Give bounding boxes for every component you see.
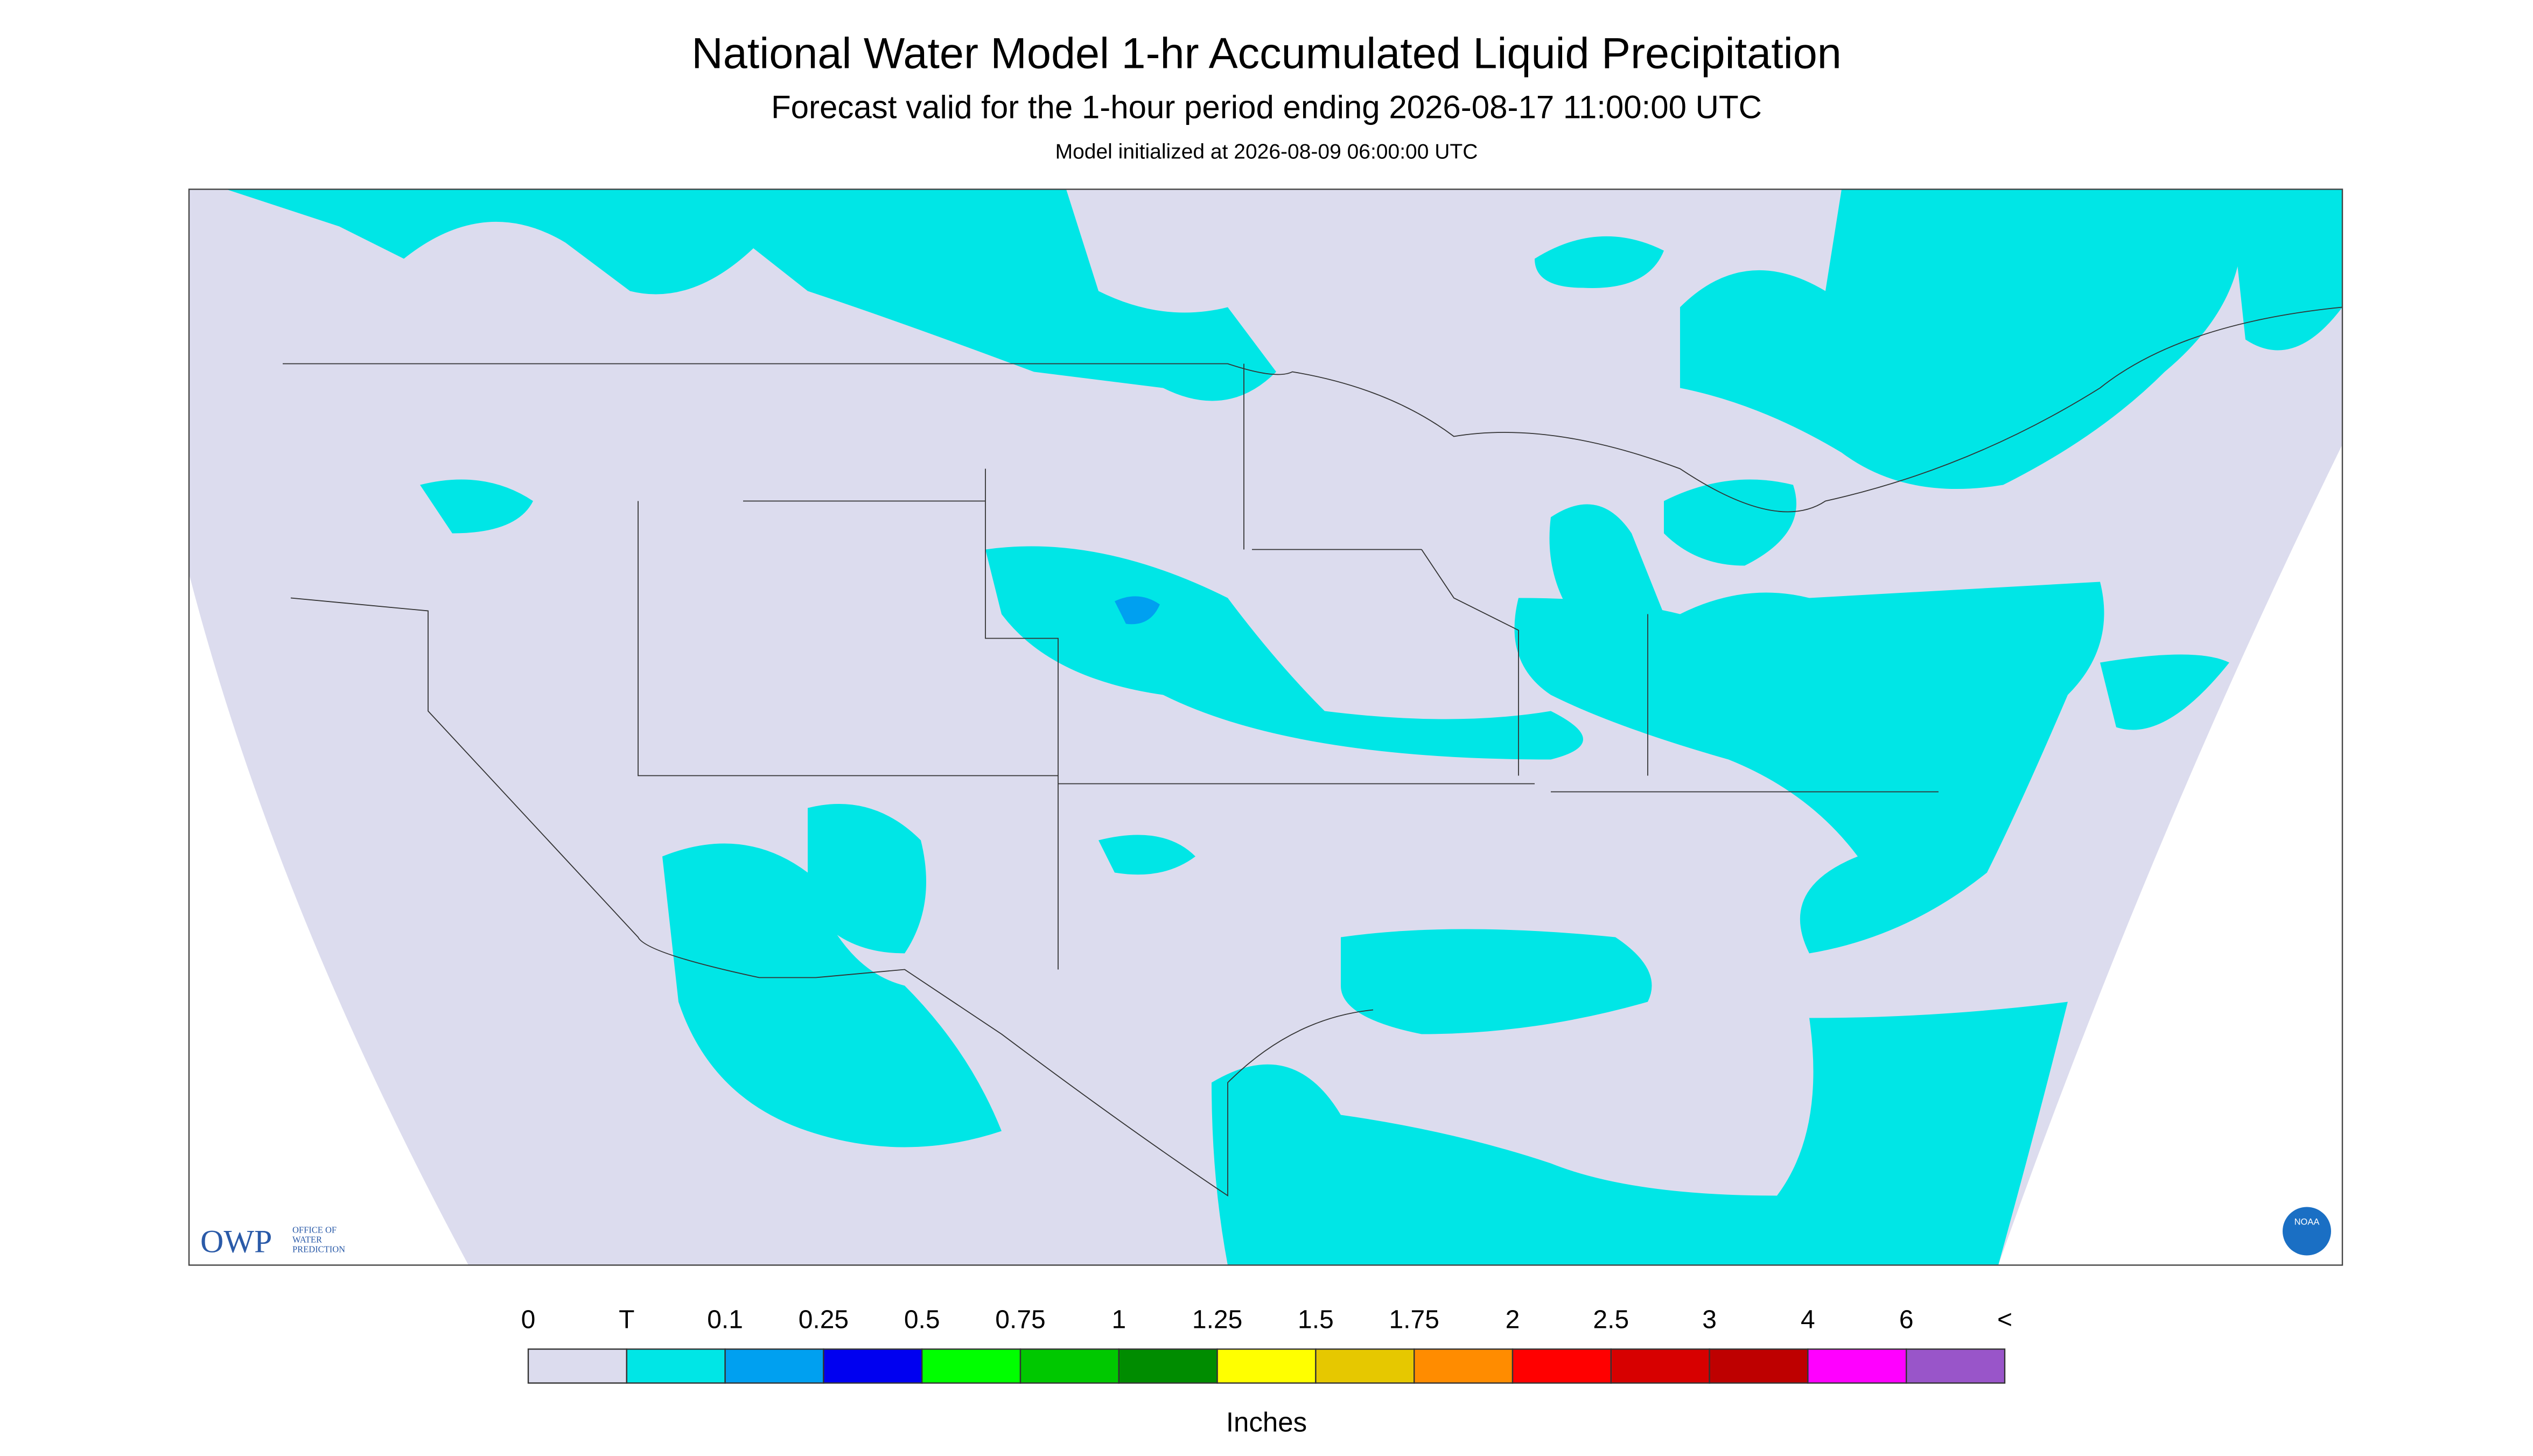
colorbar-swatch xyxy=(1216,1348,1317,1384)
colorbar-label: 0.1 xyxy=(707,1306,743,1334)
precip-area xyxy=(1098,835,1195,875)
border-line xyxy=(290,597,1374,1197)
precip-area xyxy=(1535,236,1664,288)
precip-area xyxy=(226,189,775,295)
colorbar-label: 0.25 xyxy=(799,1306,849,1334)
noaa-logo xyxy=(2283,1207,2331,1256)
subtitle: Forecast valid for the 1-hour period end… xyxy=(771,89,1762,125)
precip-area xyxy=(662,843,1002,1147)
colorbar-label: 1.75 xyxy=(1389,1306,1439,1334)
colorbar-swatch xyxy=(724,1348,824,1384)
owp-logo: OWP xyxy=(200,1224,272,1259)
colorbar-units: Inches xyxy=(1226,1407,1307,1438)
colorbar-swatch xyxy=(1512,1348,1612,1384)
colorbar-label: 4 xyxy=(1801,1306,1815,1334)
precip-area xyxy=(2100,654,2229,730)
colorbar-label: < xyxy=(1997,1306,2012,1334)
init-time: Model initialized at 2026-08-09 06:00:00… xyxy=(1055,141,1478,164)
colorbar-label: 6 xyxy=(1899,1306,1914,1334)
precip-area xyxy=(1549,504,1664,631)
borders xyxy=(283,306,2343,1197)
colorbar-swatch xyxy=(1610,1348,1710,1384)
border-line xyxy=(283,306,2343,513)
owp-logo-line: WATER xyxy=(292,1235,322,1245)
map-frame xyxy=(188,188,2343,1266)
colorbar-swatch xyxy=(823,1348,923,1384)
border-line xyxy=(638,363,1309,970)
precip-area xyxy=(678,189,1276,401)
colorbar-label: 0.5 xyxy=(904,1306,940,1334)
precip-area xyxy=(808,804,926,954)
colorbar-swatch xyxy=(1414,1348,1514,1384)
colorbar-label: 0.75 xyxy=(995,1306,1045,1334)
precip-area xyxy=(1341,929,1652,1034)
precip-area xyxy=(1514,582,2104,954)
colorbar-label: 1 xyxy=(1111,1306,1126,1334)
precip-area xyxy=(2229,189,2342,351)
colorbar-swatch xyxy=(1019,1348,1120,1384)
colorbar-swatch xyxy=(1315,1348,1415,1384)
colorbar-label: T xyxy=(619,1306,634,1334)
precip-area-heavy xyxy=(1115,596,1160,625)
owp-logo-line: OFFICE OF xyxy=(292,1225,337,1235)
colorbar-swatch xyxy=(1709,1348,1809,1384)
colorbar-label: 1.25 xyxy=(1192,1306,1242,1334)
precip-area xyxy=(420,479,533,534)
border-line xyxy=(1252,549,1939,793)
precip-area xyxy=(1664,479,1796,566)
precip-area xyxy=(1212,1002,2068,1265)
colorbar: 0 T 0.1 0.25 0.5 0.75 1 1.25 1.5 1.75 2 2.5 3 4 6 < xyxy=(521,1306,2012,1384)
colorbar-label: 0 xyxy=(521,1306,536,1334)
colorbar-swatch xyxy=(626,1348,726,1384)
colorbar-swatch xyxy=(1905,1348,2006,1384)
colorbar-swatch xyxy=(1118,1348,1218,1384)
owp-logo-line: PREDICTION xyxy=(292,1244,345,1255)
colorbar-swatch xyxy=(527,1348,628,1384)
colorbar-label: 2.5 xyxy=(1593,1306,1629,1334)
colorbar-swatch xyxy=(921,1348,1021,1384)
noaa-logo-text: NOAA xyxy=(2294,1217,2320,1227)
colorbar-swatch xyxy=(1807,1348,1907,1384)
colorbar-label: 3 xyxy=(1702,1306,1717,1334)
precip-area xyxy=(1680,189,2242,489)
precip-areas xyxy=(226,189,2342,1265)
colorbar-label: 2 xyxy=(1506,1306,1520,1334)
title: National Water Model 1-hr Accumulated Li… xyxy=(691,30,1842,78)
colorbar-label: 1.5 xyxy=(1298,1306,1334,1334)
